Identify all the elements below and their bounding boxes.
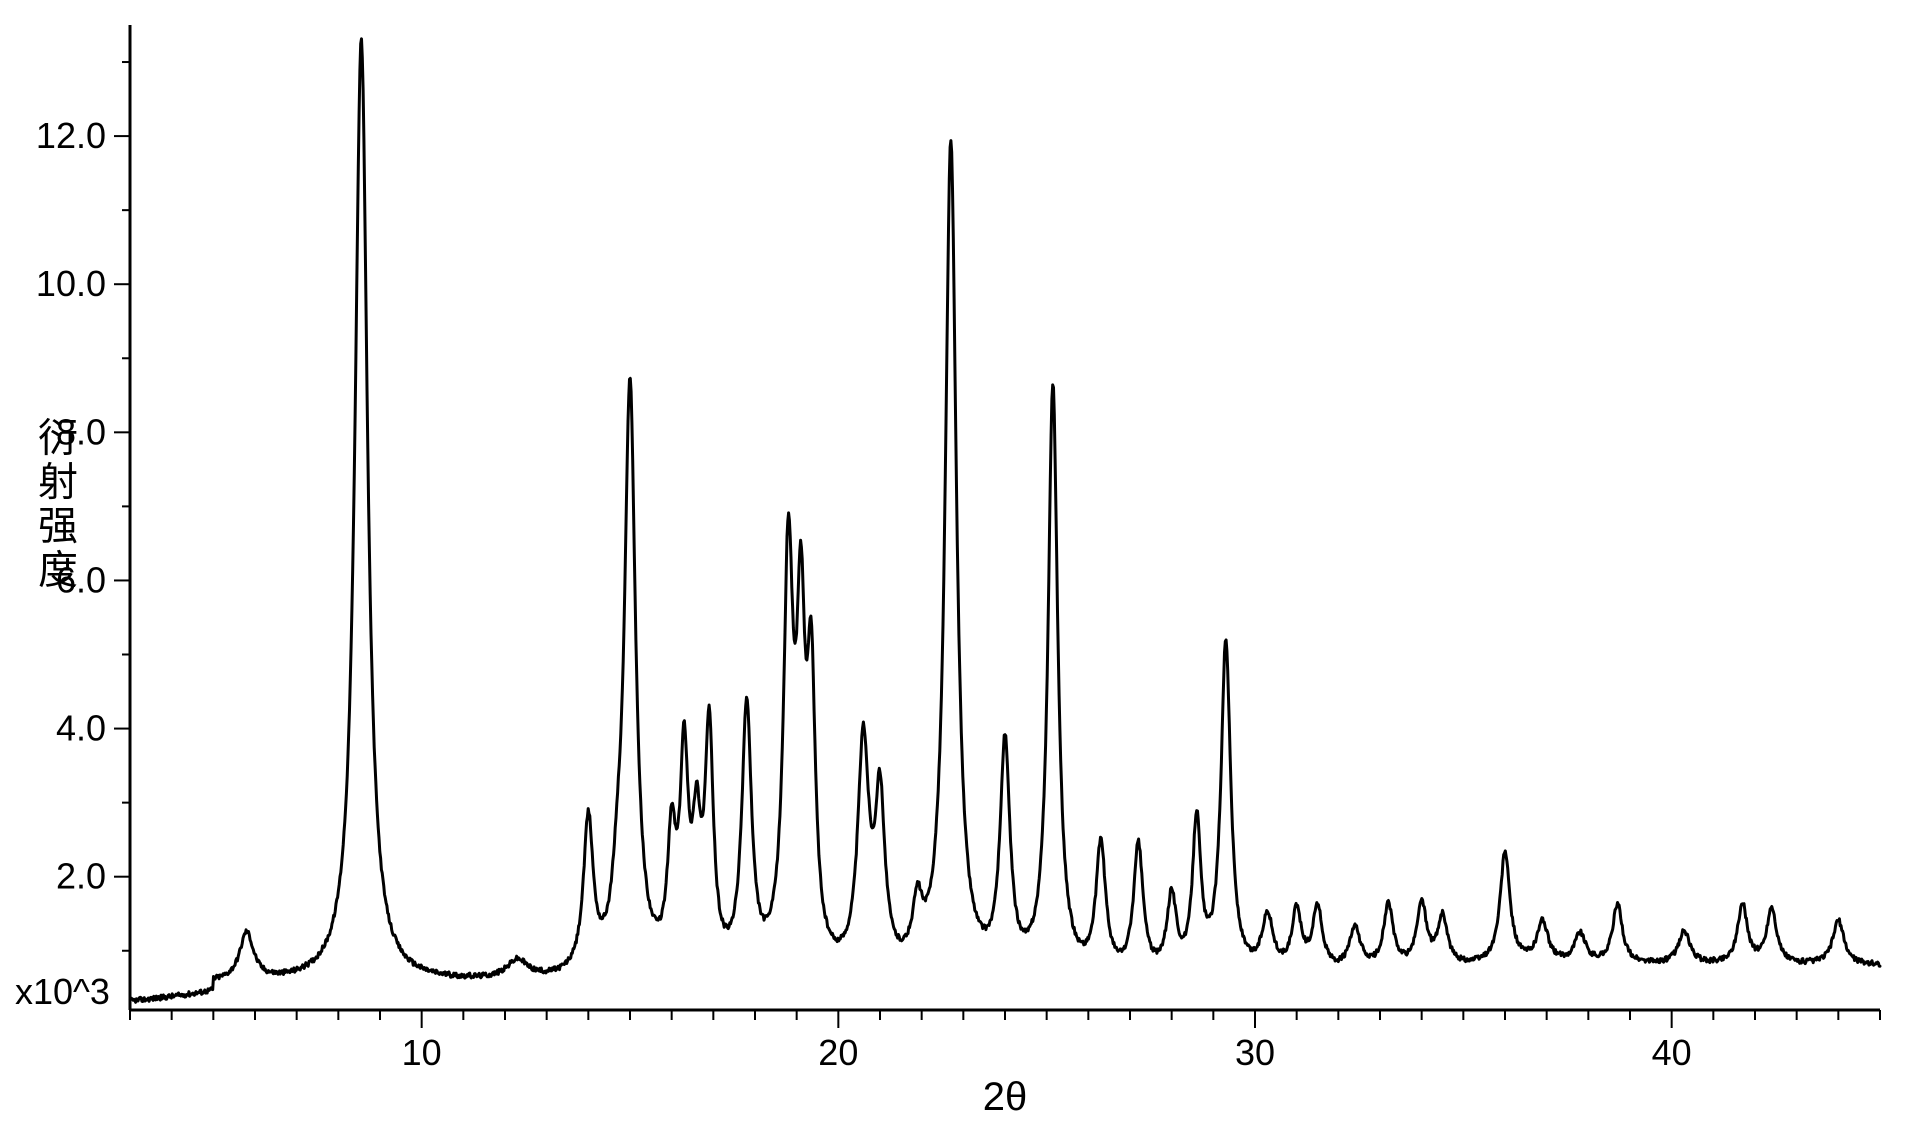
x-axis-label: 2θ (983, 1075, 1028, 1119)
y-tick-label: 2.0 (56, 856, 106, 897)
xrd-trace (130, 39, 1880, 1003)
xrd-chart: 102030402.04.06.08.010.012.0x10^32θ衍射强度 (0, 0, 1923, 1126)
x-tick-label: 40 (1652, 1032, 1692, 1073)
y-axis-label: 衍射强度 (38, 417, 78, 593)
y-tick-label: 10.0 (36, 263, 106, 304)
x-tick-label: 20 (818, 1032, 858, 1073)
chart-svg: 102030402.04.06.08.010.012.0x10^32θ衍射强度 (0, 0, 1923, 1126)
y-tick-label: 4.0 (56, 708, 106, 749)
x-tick-label: 30 (1235, 1032, 1275, 1073)
y-tick-label: 12.0 (36, 115, 106, 156)
y-multiplier: x10^3 (15, 971, 110, 1012)
x-tick-label: 10 (402, 1032, 442, 1073)
